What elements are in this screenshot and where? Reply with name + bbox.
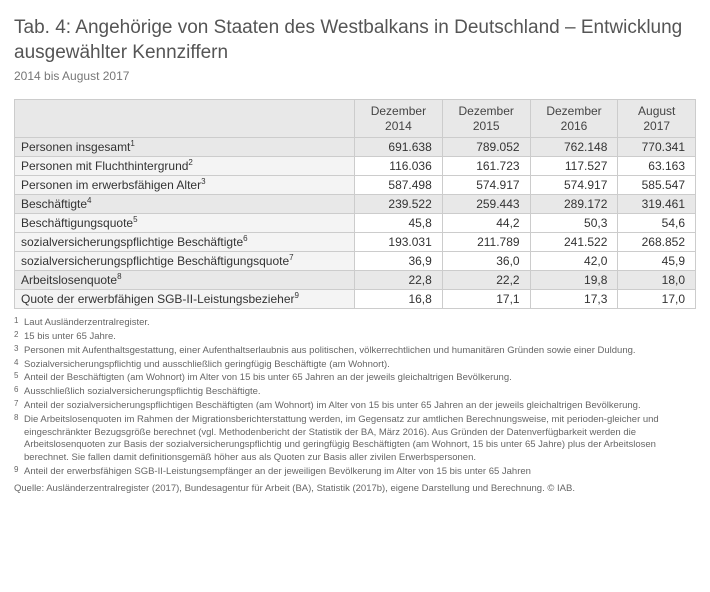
cell-value: 161.723	[442, 157, 530, 176]
cell-value: 42,0	[530, 252, 618, 271]
cell-value: 241.522	[530, 233, 618, 252]
footnote: 8Die Arbeitslosenquoten im Rahmen der Mi…	[14, 414, 696, 465]
cell-value: 36,0	[442, 252, 530, 271]
cell-value: 22,8	[355, 271, 443, 290]
table-row: Arbeitslosenquote822,822,219,818,0	[15, 271, 696, 290]
cell-value: 18,0	[618, 271, 696, 290]
cell-value: 289.172	[530, 195, 618, 214]
cell-value: 17,3	[530, 290, 618, 309]
cell-value: 16,8	[355, 290, 443, 309]
cell-value: 193.031	[355, 233, 443, 252]
table-header-row: Dezember2014 Dezember2015 Dezember2016 A…	[15, 100, 696, 138]
cell-value: 574.917	[530, 176, 618, 195]
cell-value: 36,9	[355, 252, 443, 271]
cell-value: 50,3	[530, 214, 618, 233]
table-title: Tab. 4: Angehörige von Staaten des Westb…	[14, 16, 696, 65]
table-row: Beschäftigungsquote545,844,250,354,6	[15, 214, 696, 233]
cell-value: 691.638	[355, 138, 443, 157]
row-label: Personen im erwerbsfähigen Alter3	[15, 176, 355, 195]
cell-value: 54,6	[618, 214, 696, 233]
table-row: Personen insgesamt1691.638789.052762.148…	[15, 138, 696, 157]
table-row: Quote der erwerbfähigen SGB-II-Leistungs…	[15, 290, 696, 309]
row-label: Arbeitslosenquote8	[15, 271, 355, 290]
table-row: sozialversicherungspflichtige Beschäftig…	[15, 233, 696, 252]
cell-value: 268.852	[618, 233, 696, 252]
row-label: sozialversicherungspflichtige Beschäftig…	[15, 233, 355, 252]
cell-value: 63.163	[618, 157, 696, 176]
cell-value: 22,2	[442, 271, 530, 290]
cell-value: 259.443	[442, 195, 530, 214]
cell-value: 211.789	[442, 233, 530, 252]
table-row: Beschäftigte4239.522259.443289.172319.46…	[15, 195, 696, 214]
row-label: Quote der erwerbfähigen SGB-II-Leistungs…	[15, 290, 355, 309]
cell-value: 574.917	[442, 176, 530, 195]
col-header: August2017	[618, 100, 696, 138]
footnote: 1Laut Ausländerzentralregister.	[14, 317, 696, 330]
table-row: sozialversicherungspflichtige Beschäftig…	[15, 252, 696, 271]
cell-value: 19,8	[530, 271, 618, 290]
cell-value: 789.052	[442, 138, 530, 157]
cell-value: 44,2	[442, 214, 530, 233]
footnote: 6Ausschließlich sozialversicherungspflic…	[14, 386, 696, 399]
cell-value: 762.148	[530, 138, 618, 157]
footnote: 4Sozialversicherungspflichtig und aussch…	[14, 359, 696, 372]
row-label: Beschäftigungsquote5	[15, 214, 355, 233]
cell-value: 116.036	[355, 157, 443, 176]
table-subtitle: 2014 bis August 2017	[14, 69, 696, 83]
col-header: Dezember2014	[355, 100, 443, 138]
header-empty	[15, 100, 355, 138]
footnote: 3Personen mit Aufenthaltsgestattung, ein…	[14, 345, 696, 358]
table-row: Personen im erwerbsfähigen Alter3587.498…	[15, 176, 696, 195]
cell-value: 239.522	[355, 195, 443, 214]
col-header: Dezember2015	[442, 100, 530, 138]
cell-value: 45,8	[355, 214, 443, 233]
table-row: Personen mit Fluchthintergrund2116.03616…	[15, 157, 696, 176]
footnote: 5Anteil der Beschäftigten (am Wohnort) i…	[14, 372, 696, 385]
footnotes: 1Laut Ausländerzentralregister.215 bis u…	[14, 317, 696, 479]
cell-value: 117.527	[530, 157, 618, 176]
cell-value: 17,0	[618, 290, 696, 309]
cell-value: 587.498	[355, 176, 443, 195]
col-header: Dezember2016	[530, 100, 618, 138]
cell-value: 319.461	[618, 195, 696, 214]
footnote: 215 bis unter 65 Jahre.	[14, 331, 696, 344]
row-label: Personen insgesamt1	[15, 138, 355, 157]
cell-value: 585.547	[618, 176, 696, 195]
cell-value: 17,1	[442, 290, 530, 309]
row-label: Beschäftigte4	[15, 195, 355, 214]
source-line: Quelle: Ausländerzentralregister (2017),…	[14, 483, 696, 494]
cell-value: 770.341	[618, 138, 696, 157]
cell-value: 45,9	[618, 252, 696, 271]
data-table: Dezember2014 Dezember2015 Dezember2016 A…	[14, 99, 696, 309]
row-label: sozialversicherungspflichtige Beschäftig…	[15, 252, 355, 271]
footnote: 9Anteil der erwerbsfähigen SGB-II-Leistu…	[14, 466, 696, 479]
row-label: Personen mit Fluchthintergrund2	[15, 157, 355, 176]
footnote: 7Anteil der sozialversicherungspflichtig…	[14, 400, 696, 413]
